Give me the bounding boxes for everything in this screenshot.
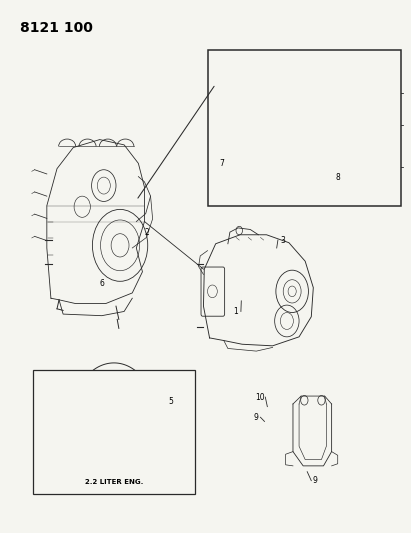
Text: 3: 3 [280, 236, 285, 245]
Text: 10: 10 [256, 393, 265, 402]
FancyBboxPatch shape [201, 267, 225, 316]
Text: 8: 8 [335, 173, 340, 182]
Text: 2: 2 [144, 228, 149, 237]
Circle shape [318, 395, 325, 405]
Text: 6: 6 [99, 279, 104, 288]
Text: 5: 5 [169, 397, 173, 406]
Text: 2.2 LITER ENG.: 2.2 LITER ENG. [85, 480, 143, 486]
Text: 1: 1 [233, 307, 238, 316]
Bar [208, 50, 401, 206]
Bar [32, 369, 195, 494]
Text: 7: 7 [219, 159, 224, 168]
Text: 8121 100: 8121 100 [21, 21, 93, 35]
Circle shape [301, 395, 308, 405]
Text: 9: 9 [313, 476, 318, 485]
Text: 9: 9 [254, 413, 259, 422]
